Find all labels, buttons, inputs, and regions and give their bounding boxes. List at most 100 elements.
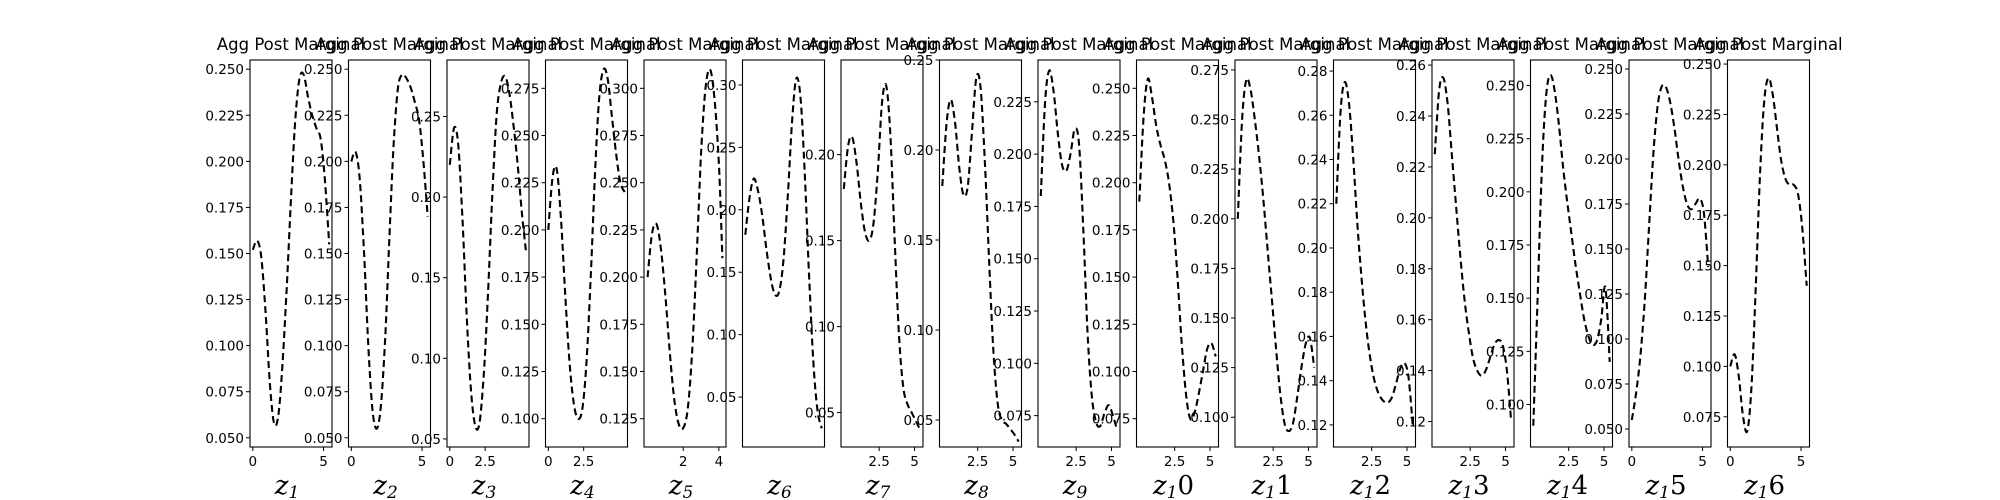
y-tick-label: 0.050 bbox=[1584, 422, 1623, 438]
series-line bbox=[448, 74, 528, 431]
subplot-title: Agg Post Marginal bbox=[611, 35, 759, 54]
y-tick-label: 0.275 bbox=[599, 129, 638, 145]
x-tick-label: 5 bbox=[418, 454, 427, 470]
y-tick-label: 0.16 bbox=[1396, 313, 1426, 329]
y-tick-label: 0.05 bbox=[706, 390, 736, 406]
x-tick-label: 5 bbox=[1501, 454, 1510, 470]
y-tick-label: 0.250 bbox=[1584, 62, 1623, 78]
axes-frame bbox=[1726, 59, 1811, 448]
subplot-13: Agg Post Marginal 0.12 0.14 0.16 0.18 0.20 0.2… bbox=[1396, 35, 1547, 500]
x-tick-label: 0 bbox=[446, 454, 455, 470]
x-tick-label: 0 bbox=[347, 454, 356, 470]
y-tick-label: 0.225 bbox=[1584, 107, 1623, 123]
y-tick-label: 0.12 bbox=[1297, 418, 1327, 434]
x-tick-label: 2.5 bbox=[1065, 454, 1086, 470]
subplot-title: Agg Post Marginal bbox=[1103, 35, 1251, 54]
y-tick-label: 0.125 bbox=[993, 304, 1032, 320]
y-tick-label: 0.20 bbox=[1297, 241, 1327, 257]
subplot-4: Agg Post Marginal 0.100 0.125 0.150 0.175 0.2… bbox=[501, 35, 661, 500]
y-tick-label: 0.12 bbox=[1396, 415, 1426, 431]
y-tick-label: 0.100 bbox=[1683, 359, 1722, 375]
y-tick-label: 0.225 bbox=[993, 95, 1032, 111]
subplot-15: Agg Post Marginal 0.050 0.075 0.100 0.125 0.1… bbox=[1584, 35, 1744, 500]
y-tick-label: 0.125 bbox=[304, 293, 343, 309]
subplot-title: Agg Post Marginal bbox=[1399, 35, 1547, 54]
y-tick-label: 0.225 bbox=[599, 223, 638, 239]
y-tick-label: 0.16 bbox=[1297, 329, 1327, 345]
x-axis-label: z4 bbox=[569, 471, 595, 500]
subplot-title: Agg Post Marginal bbox=[1005, 35, 1153, 54]
y-tick-label: 0.175 bbox=[993, 199, 1032, 215]
subplot-title: Agg Post Marginal bbox=[1300, 35, 1448, 54]
y-tick-label: 0.22 bbox=[1396, 160, 1426, 176]
series-line bbox=[1138, 77, 1217, 421]
axes-frame bbox=[446, 59, 530, 448]
x-tick-label: 5 bbox=[1009, 454, 1018, 470]
subplot-6: Agg Post Marginal 0.05 0.10 0.15 0.20 0.25 0.3… bbox=[706, 35, 857, 500]
y-tick-label: 0.150 bbox=[993, 252, 1032, 268]
y-tick-label: 0.200 bbox=[501, 223, 540, 239]
y-tick-label: 0.200 bbox=[1486, 185, 1525, 201]
x-axis-label: z2 bbox=[372, 471, 398, 500]
subplot-8: Agg Post Marginal 0.05 0.10 0.15 0.20 0.25 2.5… bbox=[903, 35, 1054, 500]
x-tick-label: 0 bbox=[1628, 454, 1637, 470]
y-tick-label: 0.300 bbox=[599, 81, 638, 97]
x-tick-label: 2.5 bbox=[1361, 454, 1382, 470]
y-tick-label: 0.05 bbox=[903, 413, 933, 429]
subplot-title: Agg Post Marginal bbox=[906, 35, 1054, 54]
y-tick-label: 0.15 bbox=[903, 233, 933, 249]
y-tick-label: 0.075 bbox=[304, 385, 343, 401]
y-tick-label: 0.275 bbox=[1190, 63, 1229, 79]
y-tick-label: 0.225 bbox=[501, 176, 540, 192]
series-line bbox=[1433, 76, 1513, 422]
subplot-12: Agg Post Marginal 0.12 0.14 0.16 0.18 0.20 0.2… bbox=[1297, 35, 1448, 500]
y-tick-label: 0.100 bbox=[501, 412, 540, 428]
subplot-2: Agg Post Marginal0.0500.0750.1000.1250.1… bbox=[304, 35, 464, 500]
y-tick-label: 0.20 bbox=[903, 143, 933, 159]
x-tick-label: 2.5 bbox=[573, 454, 594, 470]
x-tick-label: 5 bbox=[319, 454, 328, 470]
series-line bbox=[1630, 83, 1710, 421]
x-axis-label: z10 bbox=[1152, 471, 1194, 500]
x-tick-label: 2.5 bbox=[1262, 454, 1283, 470]
y-tick-label: 0.26 bbox=[1396, 58, 1426, 74]
x-tick-label: 0 bbox=[544, 454, 553, 470]
series-line bbox=[547, 67, 626, 420]
y-tick-label: 0.15 bbox=[411, 271, 441, 287]
y-tick-label: 0.175 bbox=[1584, 197, 1623, 213]
y-tick-label: 0.050 bbox=[205, 431, 244, 447]
subplot-10: Agg Post Marginal 0.075 0.100 0.125 0.150 0.1… bbox=[1092, 35, 1252, 500]
y-tick-label: 0.150 bbox=[1486, 291, 1525, 307]
axes-frame bbox=[1529, 59, 1614, 448]
x-tick-label: 5 bbox=[1403, 454, 1412, 470]
x-axis-label: z9 bbox=[1062, 471, 1088, 500]
axes-frame bbox=[1135, 59, 1220, 448]
y-tick-label: 0.075 bbox=[1683, 410, 1722, 426]
series-line bbox=[941, 72, 1020, 443]
x-tick-label: 5 bbox=[1797, 454, 1806, 470]
y-tick-label: 0.10 bbox=[903, 323, 933, 339]
x-axis-label: z8 bbox=[963, 471, 989, 500]
y-tick-label: 0.250 bbox=[304, 62, 343, 78]
subplot-1: Agg Post Marginal 0.050 0.075 0.100 0.125 0.1… bbox=[205, 35, 365, 500]
y-tick-label: 0.150 bbox=[304, 247, 343, 263]
y-tick-label: 0.125 bbox=[205, 293, 244, 309]
y-tick-label: 0.075 bbox=[993, 409, 1032, 425]
y-tick-label: 0.25 bbox=[903, 53, 933, 69]
axes-frame bbox=[840, 59, 924, 448]
y-tick-label: 0.100 bbox=[205, 339, 244, 355]
series-line bbox=[1039, 69, 1119, 431]
y-tick-label: 0.20 bbox=[805, 148, 835, 164]
y-tick-label: 0.14 bbox=[1297, 374, 1327, 390]
subplot-title: Agg Post Marginal bbox=[414, 35, 562, 54]
y-tick-label: 0.10 bbox=[411, 351, 441, 367]
x-tick-label: 2.5 bbox=[1459, 454, 1480, 470]
y-tick-label: 0.200 bbox=[1683, 158, 1722, 174]
x-tick-label: 4 bbox=[715, 454, 724, 470]
axes-frame bbox=[1234, 59, 1318, 448]
x-axis-label: z11 bbox=[1250, 471, 1292, 500]
y-tick-label: 0.25 bbox=[706, 140, 736, 156]
y-tick-label: 0.200 bbox=[304, 154, 343, 170]
y-tick-label: 0.20 bbox=[411, 190, 441, 206]
